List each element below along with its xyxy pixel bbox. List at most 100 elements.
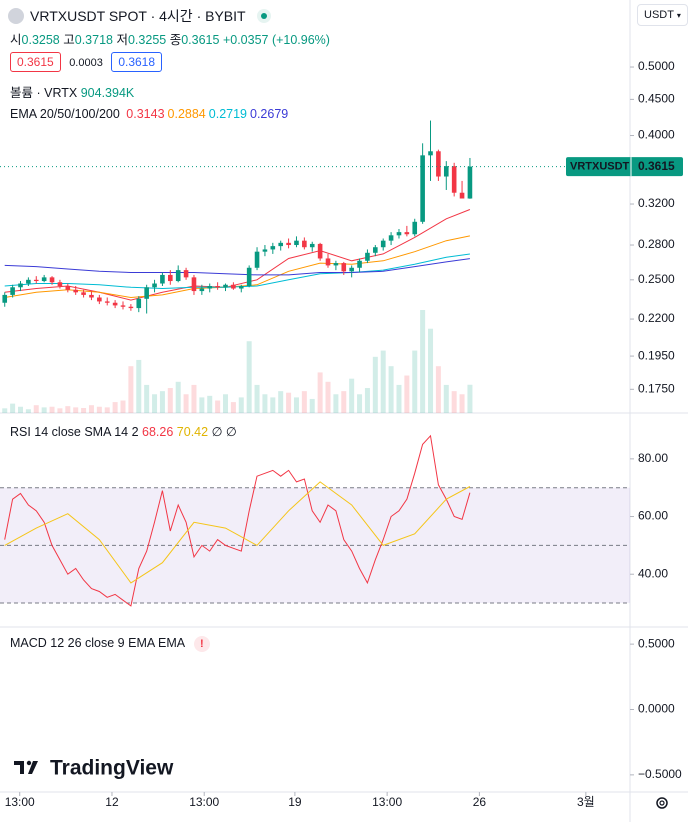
x-tick-label: 26 — [473, 795, 487, 809]
volume-bar — [372, 356, 378, 413]
indicator-line — [4, 481, 471, 584]
volume-bar — [443, 384, 449, 413]
candle-body — [18, 283, 23, 288]
candle-body — [404, 232, 410, 235]
volume-bar — [136, 359, 142, 413]
volume-bar — [159, 391, 165, 413]
header-title-row: VRTXUSDT SPOT · 4시간 · BYBIT — [8, 6, 272, 26]
volume-bar — [238, 397, 244, 413]
volume-bar — [41, 407, 47, 413]
tag-symbol: VRTXUSDT — [570, 161, 630, 173]
volume-bar — [325, 381, 331, 413]
volume-bar — [333, 394, 339, 413]
volume-bar — [112, 402, 118, 413]
candle-body — [380, 240, 386, 248]
open-value: 0.3258 — [21, 33, 60, 47]
volume-bar — [215, 400, 221, 413]
warning-icon[interactable]: ! — [193, 636, 210, 652]
volume-bar — [317, 372, 323, 413]
currency-button[interactable]: USDT ▾ — [637, 4, 688, 26]
volume-bar — [10, 403, 16, 413]
candle-body — [420, 155, 425, 222]
candle-body — [168, 274, 173, 282]
candle-body — [325, 258, 331, 266]
y-tick-label: 0.4500 — [638, 92, 675, 106]
candle-body — [89, 294, 94, 298]
x-tick-label: 13:00 — [372, 795, 402, 809]
close-value: 0.3615 — [181, 33, 220, 47]
x-tick-label: 3월 — [577, 795, 595, 809]
ohlc-label: 시 — [10, 33, 22, 47]
ask-button[interactable]: 0.3618 — [111, 52, 163, 72]
ema-label: EMA 20/50/100/200 — [10, 107, 120, 121]
volume-bar — [459, 394, 465, 413]
candle-body — [136, 298, 142, 309]
logo-shape — [28, 761, 38, 774]
bid-ask-row: 0.3615 0.0003 0.3618 — [10, 52, 163, 72]
candle-body — [459, 192, 465, 199]
ohlc-label: 저 — [116, 33, 128, 47]
rsi-legend: RSI 14 close SMA 14 2 68.26 70.42 ∅ ∅ — [10, 424, 237, 439]
candle-body — [278, 242, 284, 247]
candle-body — [373, 247, 378, 253]
volume-bar — [246, 341, 252, 413]
rsi-sma-value: 70.42 — [176, 425, 209, 439]
volume-bar — [96, 406, 102, 413]
volume-bar — [286, 392, 292, 413]
macd-legend: MACD 12 26 close 9 EMA EMA ! — [10, 636, 210, 652]
volume-bar — [18, 406, 24, 413]
candle-body — [365, 252, 370, 261]
candle-body — [270, 246, 276, 250]
candle-body — [26, 279, 31, 284]
candle-body — [286, 242, 291, 246]
chart-title: VRTXUSDT SPOT · 4시간 · BYBIT — [30, 8, 246, 24]
rsi-label: RSI 14 close SMA 14 2 — [10, 425, 139, 439]
volume-bar — [380, 350, 386, 413]
volume-bar — [183, 394, 189, 413]
last-price-tag — [566, 157, 683, 177]
candle-body — [412, 221, 418, 235]
candle-body — [349, 267, 354, 272]
candle-body — [183, 270, 189, 278]
candle-body — [388, 235, 394, 241]
volume-value: 904.394K — [80, 86, 135, 100]
spread-value: 0.0003 — [69, 57, 103, 69]
bid-button[interactable]: 0.3615 — [10, 52, 61, 72]
volume-legend: 볼륨 · VRTX 904.394K — [10, 82, 134, 101]
y-tick-label: 0.2200 — [638, 311, 675, 325]
candle-body — [207, 286, 213, 289]
gear-hub — [659, 800, 665, 806]
candle-body — [302, 240, 307, 248]
volume-bar — [309, 398, 315, 413]
y-tick-label: 0.1750 — [638, 381, 675, 395]
volume-bar — [341, 391, 347, 413]
x-tick-label: 13:00 — [5, 795, 35, 809]
candle-body — [10, 287, 15, 295]
candle-body — [317, 243, 323, 259]
volume-bar — [199, 397, 205, 413]
candle-body — [120, 305, 126, 307]
candle-body — [294, 240, 299, 246]
candle-body — [175, 270, 181, 282]
candle-body — [191, 277, 197, 292]
candle-body — [333, 263, 339, 266]
y-tick-label: 0.2800 — [638, 237, 675, 251]
volume-bar — [88, 405, 94, 413]
candle-body — [112, 302, 118, 306]
ohlc-row: 시0.3258 고0.3718 저0.3255 종0.3615 +0.0357 … — [10, 29, 330, 48]
macd-label: MACD 12 26 close 9 EMA EMA — [10, 636, 185, 650]
candle-body — [262, 249, 268, 252]
y-tick-label: 0.2500 — [638, 272, 675, 286]
candle-body — [144, 287, 149, 299]
volume-bar — [73, 407, 79, 413]
candle-body — [57, 282, 63, 287]
settings-gear[interactable] — [656, 797, 668, 809]
candle-body — [41, 277, 47, 282]
candle-body — [152, 283, 157, 288]
ohlc-label: 종 — [169, 33, 182, 47]
x-tick-label: 12 — [105, 795, 119, 809]
ema-line — [4, 258, 470, 276]
candle-body — [73, 289, 78, 293]
candle-body — [436, 151, 441, 177]
